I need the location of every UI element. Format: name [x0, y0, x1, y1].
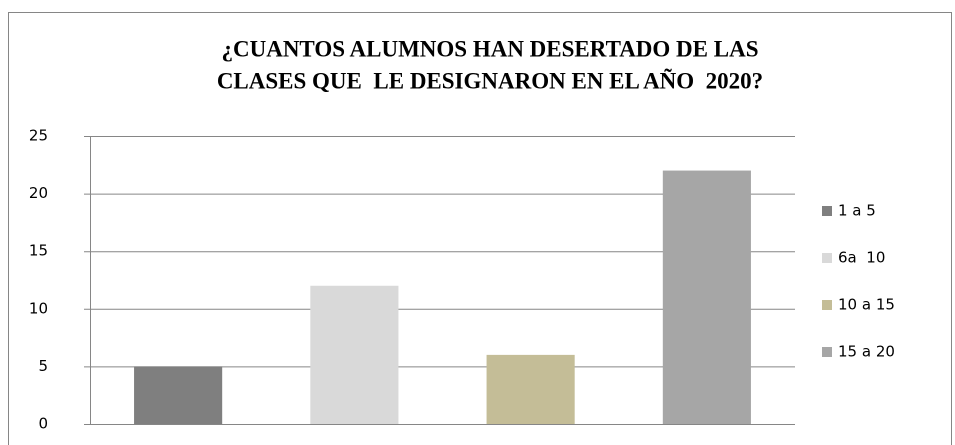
y-tick-label: 25	[29, 127, 48, 145]
legend-swatch	[822, 253, 832, 263]
bar	[662, 170, 751, 424]
y-tick-label: 10	[29, 299, 48, 317]
legend-label: 1 a 5	[838, 202, 876, 220]
bar	[486, 354, 575, 424]
legend-label: 6a 10	[838, 249, 885, 267]
chart-title: ¿CUANTOS ALUMNOS HAN DESERTADO DE LAS	[221, 36, 758, 61]
legend-swatch	[822, 347, 832, 357]
y-tick-label: 15	[29, 242, 48, 260]
legend-label: 15 a 20	[838, 343, 895, 361]
chart-title: CLASES QUE LE DESIGNARON EN EL AÑO 2020?	[217, 68, 763, 93]
legend-swatch	[822, 300, 832, 310]
bar	[134, 366, 223, 424]
legend-label: 10 a 15	[838, 296, 895, 314]
y-tick-label: 5	[38, 357, 48, 375]
y-tick-label: 0	[38, 415, 48, 433]
y-tick-label: 20	[29, 184, 48, 202]
legend-swatch	[822, 206, 832, 216]
bar	[310, 285, 399, 424]
